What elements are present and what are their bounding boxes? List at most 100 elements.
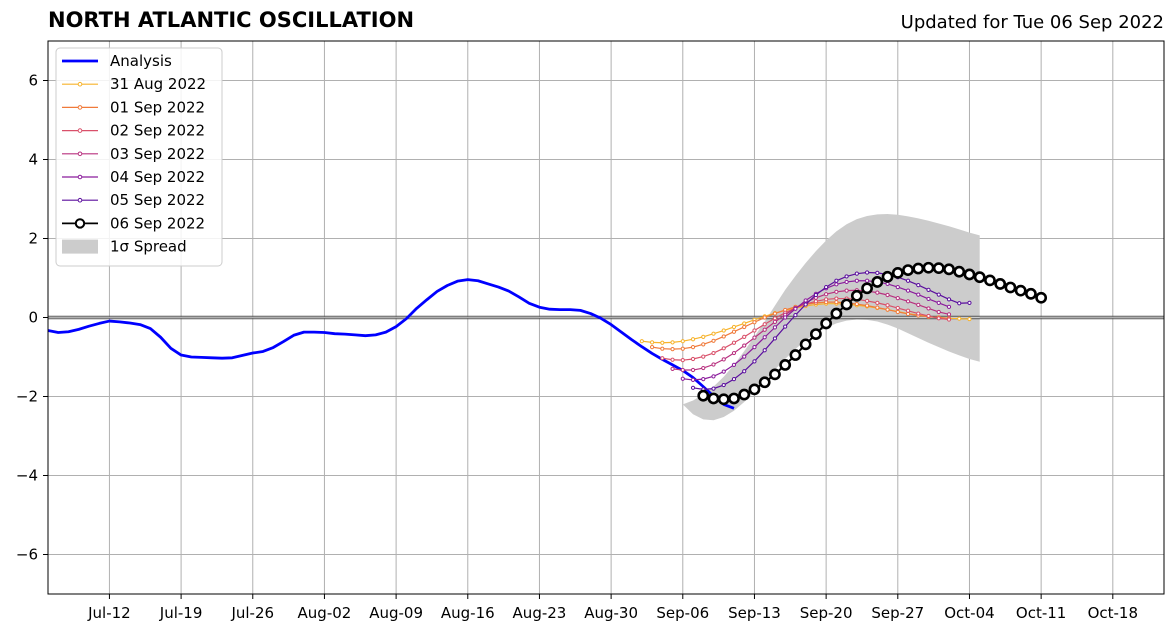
forecast-point [742, 369, 747, 374]
forecast-point [772, 311, 778, 316]
forecast-point [717, 393, 730, 406]
forecast-point [895, 296, 900, 301]
forecast-point [752, 328, 757, 333]
forecast-point [701, 365, 706, 371]
forecast-point [731, 324, 737, 330]
forecast-point [670, 340, 675, 345]
forecast-point [711, 374, 716, 379]
forecast-point [711, 350, 716, 356]
legend-item: 05 Sep 2022 [62, 191, 205, 209]
legend-item: 02 Sep 2022 [62, 122, 205, 140]
forecast-point [895, 284, 900, 290]
x-tick-label: Sep-06 [656, 604, 709, 622]
forecast-point [864, 270, 870, 275]
forecast-point [690, 367, 696, 373]
x-tick-label: Oct-11 [1016, 604, 1066, 622]
forecast-point [680, 367, 685, 373]
forecast-point [742, 324, 747, 330]
forecast-point [973, 271, 986, 284]
forecast-point [834, 299, 839, 305]
forecast-point [854, 278, 859, 283]
forecast-point [905, 278, 911, 283]
x-tick-label: Aug-16 [441, 604, 495, 622]
forecast-point [936, 292, 941, 297]
legend-label: 02 Sep 2022 [110, 122, 205, 140]
legend-item: 03 Sep 2022 [62, 145, 205, 163]
forecast-point [752, 335, 757, 340]
forecast-point [711, 338, 716, 343]
forecast-point [834, 282, 839, 287]
forecast-point [701, 342, 706, 347]
forecast-point [680, 376, 685, 381]
legend-label: 01 Sep 2022 [110, 98, 205, 116]
legend-label: 05 Sep 2022 [110, 191, 205, 209]
forecast-point [762, 315, 767, 320]
series-layer [47, 261, 1048, 410]
forecast-point [926, 313, 931, 319]
forecast-point [875, 300, 880, 305]
forecast-point [738, 388, 751, 401]
x-tick-label: Aug-09 [369, 604, 423, 622]
forecast-point [731, 329, 737, 334]
legend-marker [74, 218, 86, 229]
forecast-point [701, 377, 706, 382]
forecast-point [711, 331, 716, 336]
legend-marker [77, 197, 83, 203]
x-tick-label: Sep-13 [728, 604, 781, 622]
forecast-point [967, 316, 972, 322]
forecast-point [943, 263, 955, 276]
forecast-point [752, 320, 757, 325]
x-tick-label: Aug-23 [513, 604, 567, 622]
forecast-point [649, 340, 655, 345]
forecast-point [1035, 291, 1048, 304]
forecast-point [936, 316, 941, 321]
x-tick-label: Jul-12 [87, 604, 131, 622]
forecast-point [660, 356, 665, 361]
forecast-point [834, 278, 839, 283]
forecast-point [895, 305, 900, 311]
legend-label: 1σ Spread [110, 238, 187, 256]
forecast-point [1014, 284, 1027, 297]
forecast-point [742, 343, 747, 348]
forecast-point [793, 313, 798, 318]
forecast-point [690, 337, 696, 342]
forecast-point [926, 296, 931, 302]
legend-item: Analysis [62, 52, 172, 70]
forecast-point [957, 301, 962, 306]
zero-line-layer [48, 315, 1164, 320]
legend-item: 1σ Spread [62, 238, 187, 256]
forecast-point [820, 317, 833, 330]
forecast-point [922, 261, 935, 274]
legend-item: 31 Aug 2022 [62, 75, 206, 93]
forecast-point [926, 306, 931, 311]
forecast-point [844, 279, 849, 285]
x-tick-label: Sep-27 [871, 604, 924, 622]
x-tick-label: Sep-20 [800, 604, 853, 622]
x-tick-label: Aug-30 [584, 604, 638, 622]
forecast-point [984, 274, 996, 287]
forecast-point [742, 334, 747, 339]
forecast-point [793, 306, 798, 311]
forecast-point [660, 340, 665, 345]
forecast-point [690, 385, 696, 390]
forecast-point [721, 328, 726, 333]
legend-marker [77, 105, 83, 110]
forecast-point [871, 276, 884, 288]
forecast-point [748, 383, 761, 396]
forecast-point [844, 288, 849, 293]
legend-item: 01 Sep 2022 [62, 98, 205, 116]
legend-marker [77, 151, 83, 157]
forecast-point [994, 278, 1007, 290]
forecast-point [830, 307, 843, 320]
forecast-point [861, 282, 873, 295]
forecast-point [731, 377, 737, 382]
forecast-point [690, 345, 696, 350]
y-tick-label: 2 [28, 230, 38, 248]
forecast-point [963, 268, 976, 281]
y-tick-label: 4 [28, 151, 38, 169]
forecast-point [824, 297, 829, 302]
forecast-point [690, 377, 696, 383]
forecast-point [916, 302, 921, 307]
forecast-point [932, 262, 945, 275]
forecast-point [721, 334, 726, 339]
